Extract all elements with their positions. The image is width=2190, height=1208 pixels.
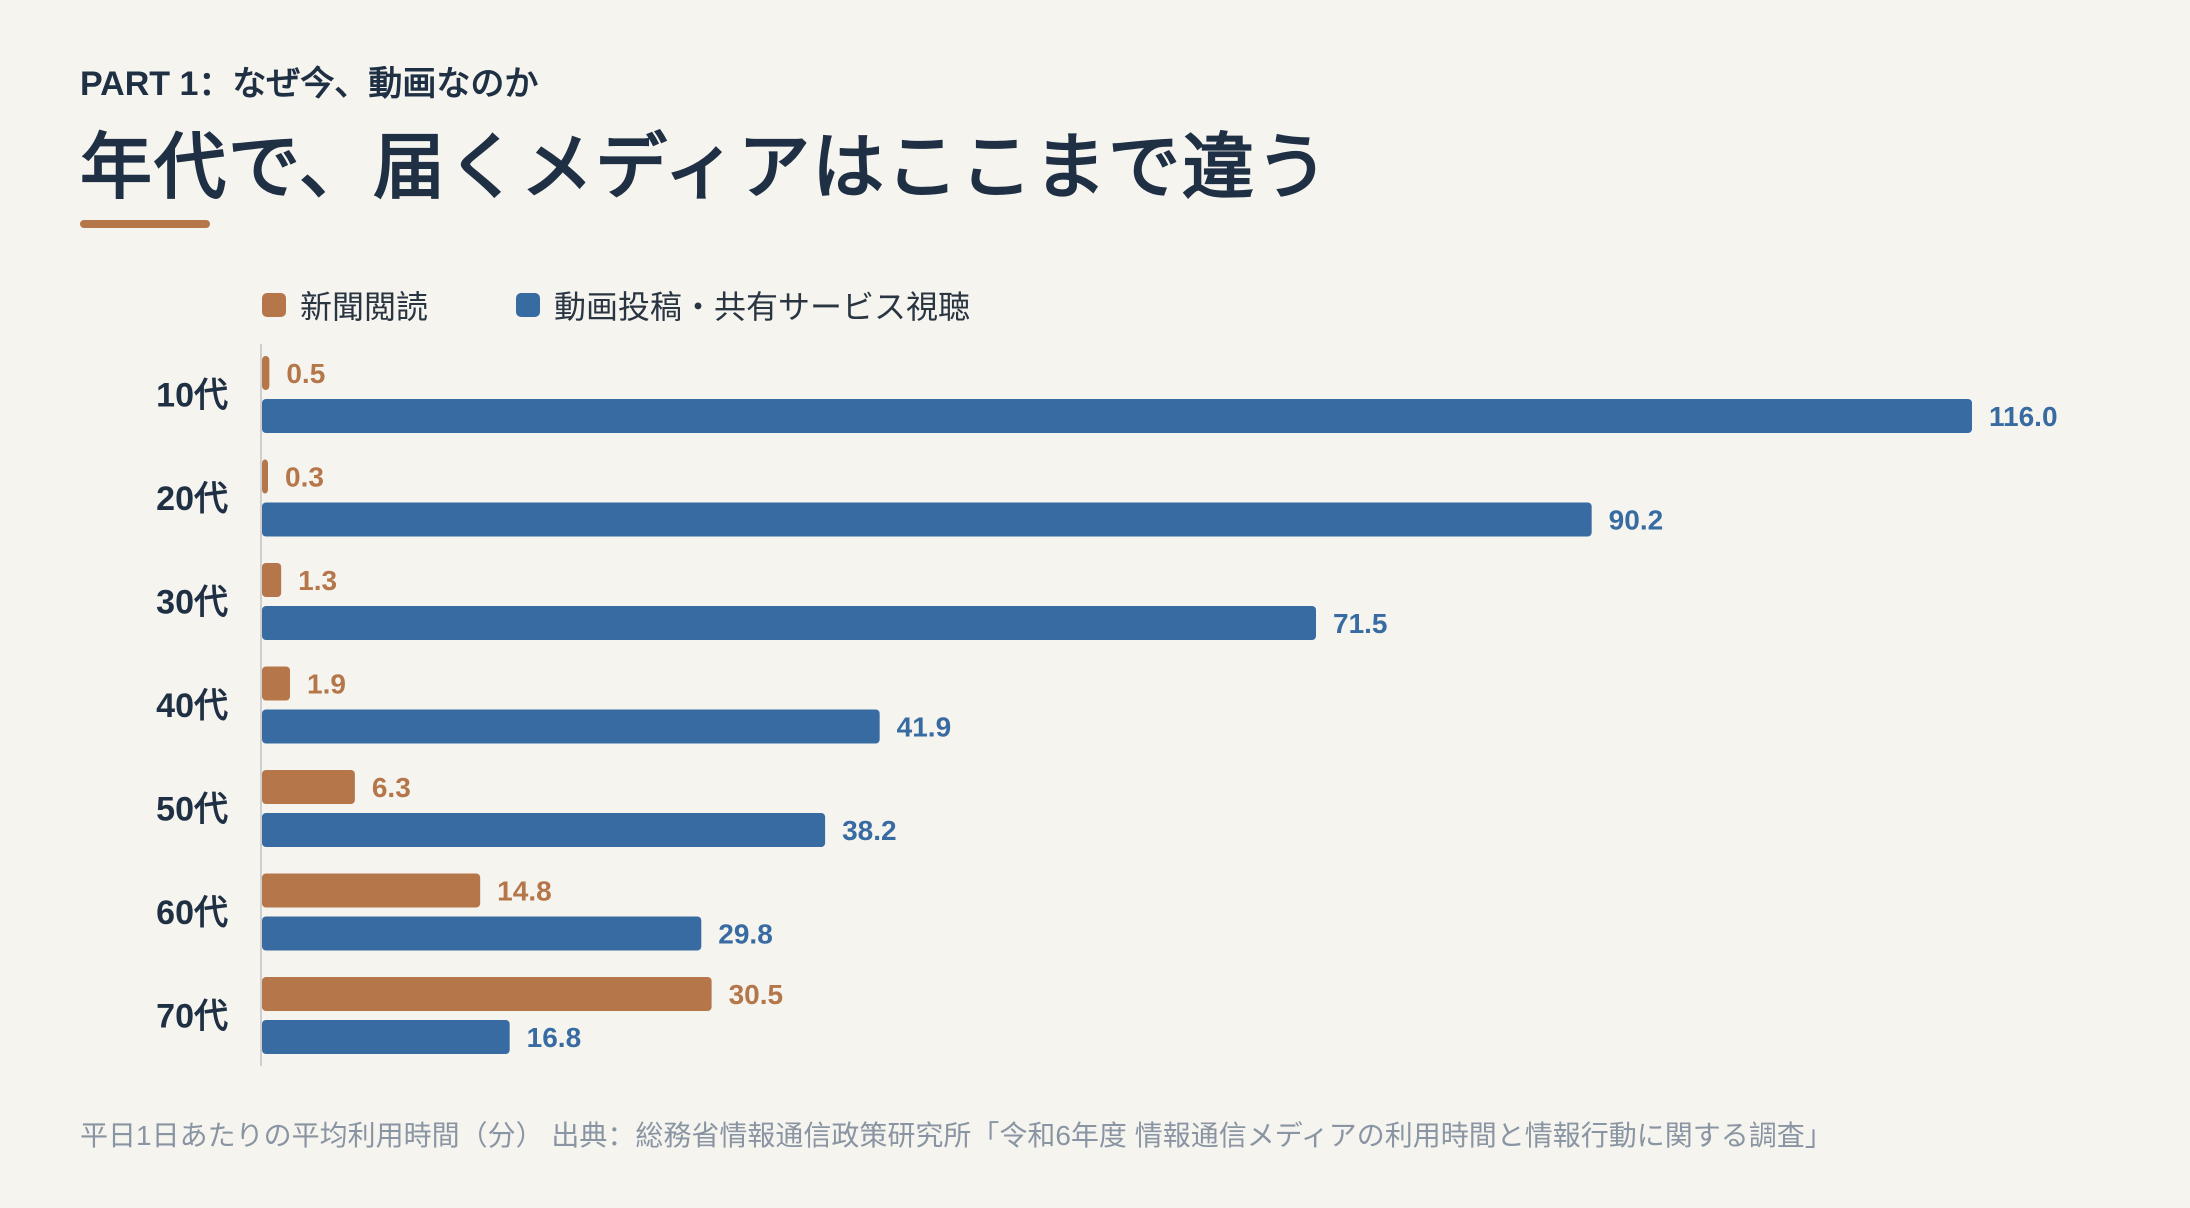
data-label-video-5: 29.8 xyxy=(718,919,773,950)
legend-swatch-newspaper xyxy=(262,293,286,317)
data-label-newspaper-2: 1.3 xyxy=(298,565,337,596)
bar-video-5 xyxy=(262,916,702,951)
category-label-0: 10代 xyxy=(156,377,228,415)
data-label-video-1: 90.2 xyxy=(1609,505,1664,536)
data-label-video-0: 116.0 xyxy=(1989,401,2058,432)
bar-video-4 xyxy=(262,813,826,847)
category-label-2: 30代 xyxy=(156,584,228,622)
bar-newspaper-3 xyxy=(262,666,291,701)
data-label-newspaper-1: 0.3 xyxy=(285,462,324,493)
data-label-newspaper-4: 6.3 xyxy=(372,772,411,803)
chart-footnote: 平日1日あたりの平均利用時間（分） 出典：総務省情報通信政策研究所「令和6年度 … xyxy=(80,1120,1833,1151)
data-label-video-4: 38.2 xyxy=(842,815,897,846)
legend-label-newspaper: 新聞閲読 xyxy=(300,289,429,325)
bar-newspaper-0 xyxy=(262,356,270,390)
legend-swatch-video xyxy=(516,293,541,317)
data-label-newspaper-6: 30.5 xyxy=(729,979,784,1010)
title-accent-line xyxy=(80,220,210,228)
bar-video-2 xyxy=(262,606,1317,640)
page-title: 年代で、届くメディアはここまで違う xyxy=(80,128,1331,208)
bar-newspaper-6 xyxy=(262,977,712,1011)
data-label-video-6: 16.8 xyxy=(527,1022,582,1053)
legend-item-video: 動画投稿・共有サービス視聴 xyxy=(516,282,970,328)
category-label-3: 40代 xyxy=(156,687,228,725)
legend-label-video: 動画投稿・共有サービス視聴 xyxy=(554,289,971,325)
bar-video-1 xyxy=(262,502,1592,537)
category-label-6: 70代 xyxy=(156,998,228,1036)
chart-legend: 新聞閲読 動画投稿・共有サービス視聴 xyxy=(262,282,970,328)
bar-video-6 xyxy=(262,1020,510,1054)
data-label-newspaper-3: 1.9 xyxy=(307,669,346,700)
bar-newspaper-4 xyxy=(262,770,355,804)
legend-item-newspaper: 新聞閲読 xyxy=(262,282,428,328)
data-label-video-3: 41.9 xyxy=(897,712,952,743)
bar-video-3 xyxy=(262,709,880,744)
bar-newspaper-2 xyxy=(262,563,282,597)
data-label-newspaper-0: 0.5 xyxy=(286,358,325,389)
category-label-1: 20代 xyxy=(156,480,228,518)
category-label-4: 50代 xyxy=(156,791,228,829)
bar-newspaper-5 xyxy=(262,873,481,908)
data-label-video-2: 71.5 xyxy=(1333,608,1388,639)
data-label-newspaper-5: 14.8 xyxy=(497,876,552,907)
section-kicker: PART 1：なぜ今、動画なのか xyxy=(80,65,539,103)
category-label-5: 60代 xyxy=(156,894,228,932)
bar-video-0 xyxy=(262,399,1972,433)
bar-newspaper-1 xyxy=(262,459,268,494)
